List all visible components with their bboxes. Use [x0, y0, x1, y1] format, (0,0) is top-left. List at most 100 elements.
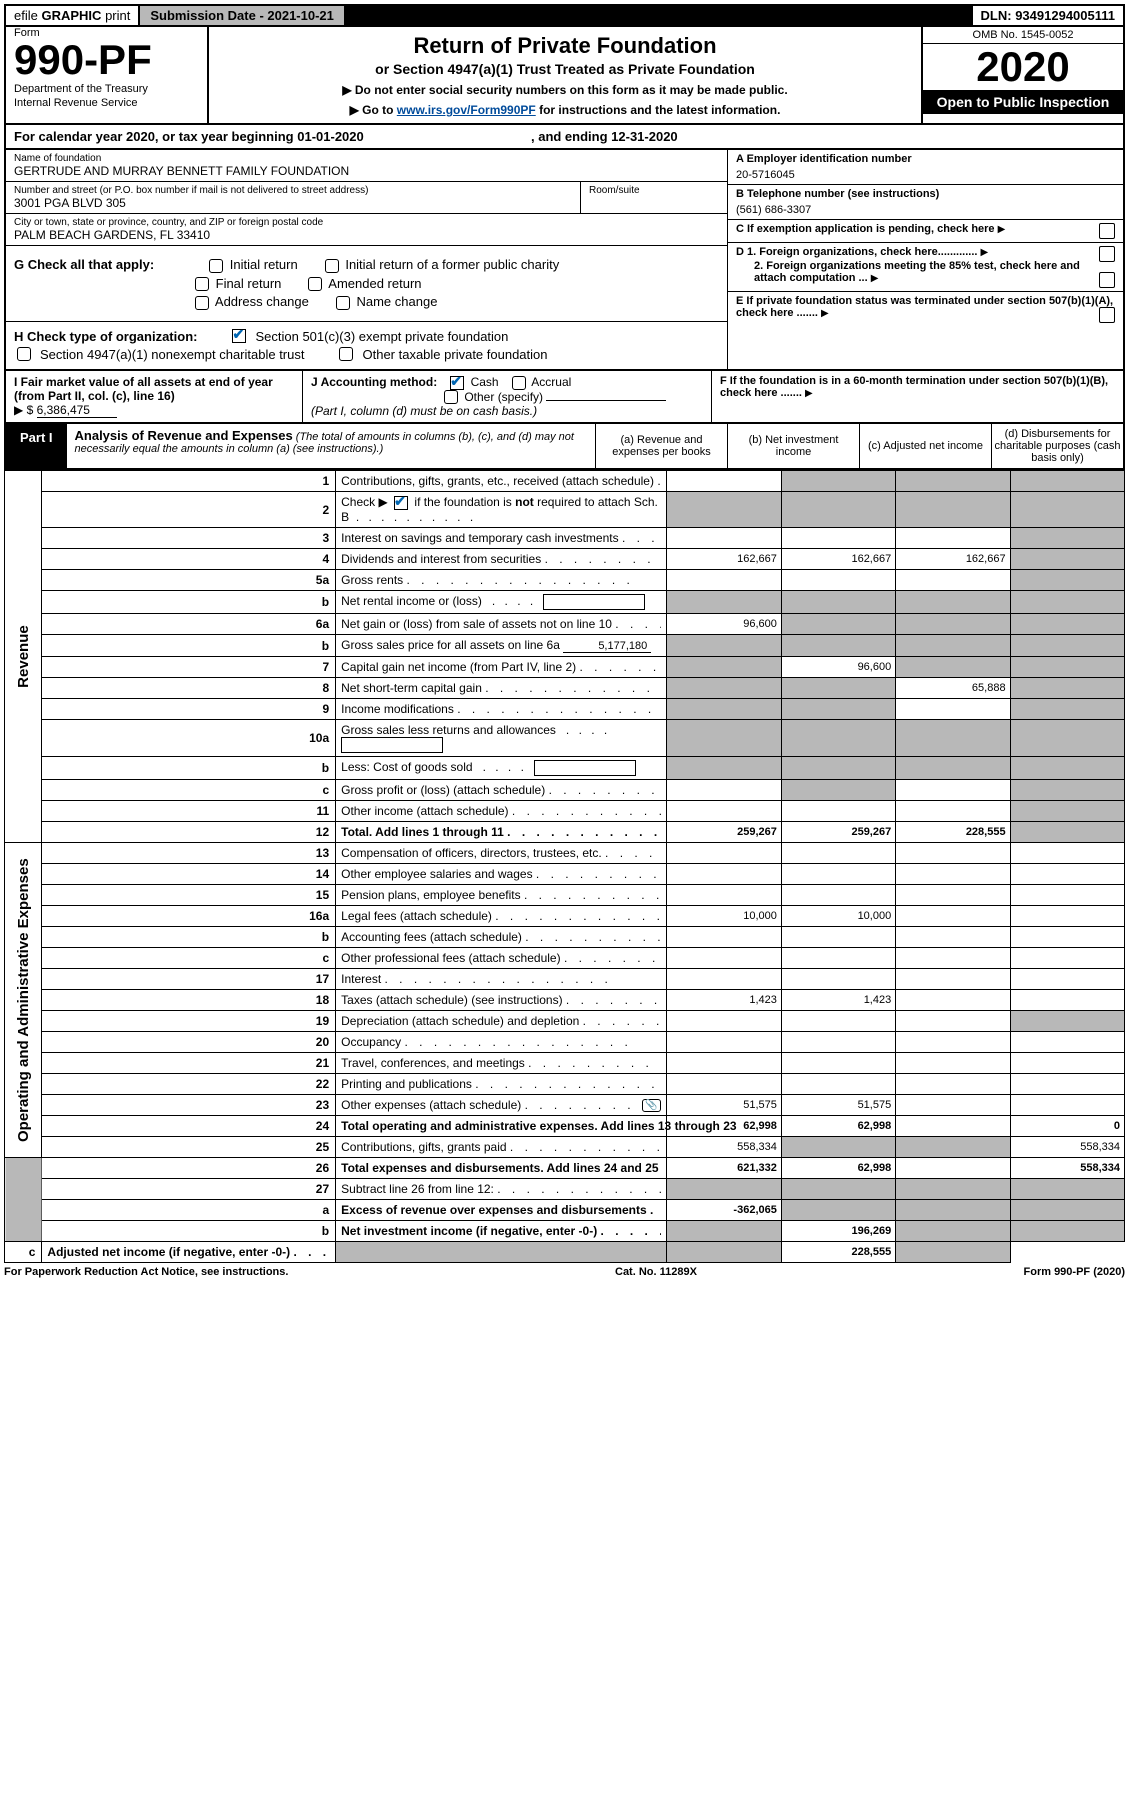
- value-cell-d: [1010, 885, 1124, 906]
- table-row: cOther professional fees (attach schedul…: [5, 948, 1125, 969]
- line-number: 4: [42, 549, 336, 570]
- name-label: Name of foundation: [14, 153, 719, 164]
- value-cell-b: [781, 720, 895, 757]
- value-cell-d: [1010, 657, 1124, 678]
- value-cell-c: [896, 1116, 1010, 1137]
- dln: DLN: 93491294005111: [973, 6, 1123, 25]
- value-cell-d: 558,334: [1010, 1158, 1124, 1179]
- value-cell-d: [1010, 678, 1124, 699]
- line-number: 16a: [42, 906, 336, 927]
- line-description: Adjusted net income (if negative, enter …: [42, 1242, 336, 1263]
- checkbox-icon[interactable]: [1099, 272, 1115, 288]
- line-description: Net gain or (loss) from sale of assets n…: [336, 614, 666, 635]
- line-description: Depreciation (attach schedule) and deple…: [336, 1011, 666, 1032]
- line-description: Gross profit or (loss) (attach schedule)…: [336, 780, 666, 801]
- form-header: Form 990-PF Department of the Treasury I…: [4, 27, 1125, 125]
- line-description: Other employee salaries and wages . . . …: [336, 864, 666, 885]
- g-label: G Check all that apply:: [14, 257, 154, 272]
- h-4947: Section 4947(a)(1) nonexempt charitable …: [40, 347, 304, 362]
- table-row: 21Travel, conferences, and meetings . . …: [5, 1053, 1125, 1074]
- value-cell-b: [781, 1032, 895, 1053]
- value-cell-d: [1010, 614, 1124, 635]
- g-amended: Amended return: [305, 276, 421, 292]
- form990pf-link[interactable]: www.irs.gov/Form990PF: [397, 103, 536, 117]
- value-cell-c: [896, 570, 1010, 591]
- header-left: Form 990-PF Department of the Treasury I…: [6, 27, 209, 123]
- checkbox-icon[interactable]: [17, 347, 31, 361]
- part1-title-cell: Analysis of Revenue and Expenses (The to…: [67, 424, 595, 468]
- h-other: Other taxable private foundation: [362, 347, 547, 362]
- value-cell-d: [1010, 549, 1124, 570]
- value-cell-b: [781, 969, 895, 990]
- table-row: cGross profit or (loss) (attach schedule…: [5, 780, 1125, 801]
- value-cell-a: [666, 1011, 781, 1032]
- checkbox-icon[interactable]: [1099, 307, 1115, 323]
- cal-begin: 01-01-2020: [297, 129, 364, 144]
- f-label: F If the foundation is in a 60-month ter…: [720, 375, 1108, 399]
- checkbox-checked-icon[interactable]: [450, 376, 464, 390]
- value-cell-a: [666, 657, 781, 678]
- table-row: 5aGross rents . . . . . . . . . . . . . …: [5, 570, 1125, 591]
- value-cell-b: [781, 780, 895, 801]
- checkbox-checked-icon[interactable]: [232, 329, 246, 343]
- checkbox-icon[interactable]: [444, 390, 458, 404]
- line-description: Capital gain net income (from Part IV, l…: [336, 657, 666, 678]
- value-cell-d: [1010, 948, 1124, 969]
- table-row: 27Subtract line 26 from line 12: . . . .…: [5, 1179, 1125, 1200]
- checkbox-icon[interactable]: [195, 277, 209, 291]
- line-number: b: [42, 591, 336, 614]
- value-cell-d: [1010, 757, 1124, 780]
- value-cell-d: [1010, 1221, 1124, 1242]
- value-cell-b: [781, 678, 895, 699]
- checkbox-icon[interactable]: [209, 259, 223, 273]
- line-description: Income modifications . . . . . . . . . .…: [336, 699, 666, 720]
- value-cell-c: [896, 591, 1010, 614]
- value-cell-c: [896, 864, 1010, 885]
- checkbox-icon[interactable]: [336, 296, 350, 310]
- value-cell-d: [1010, 528, 1124, 549]
- checkbox-icon[interactable]: [339, 347, 353, 361]
- value-cell-b: [781, 591, 895, 614]
- value-cell-a: [666, 1053, 781, 1074]
- value-cell-c: [896, 885, 1010, 906]
- value-cell-a: [666, 948, 781, 969]
- identification-block: Name of foundation GERTRUDE AND MURRAY B…: [4, 150, 1125, 371]
- line-number: 20: [42, 1032, 336, 1053]
- table-row: bNet investment income (if negative, ent…: [5, 1221, 1125, 1242]
- value-cell-c: [896, 927, 1010, 948]
- value-cell-a: [666, 591, 781, 614]
- value-cell-a: 10,000: [666, 906, 781, 927]
- ein-cell: A Employer identification number 20-5716…: [728, 150, 1123, 185]
- attachment-icon[interactable]: 📎: [642, 1099, 660, 1112]
- value-cell-b: [781, 614, 895, 635]
- checkbox-icon[interactable]: [325, 259, 339, 273]
- form-title: Return of Private Foundation: [219, 33, 911, 59]
- g-final-return: Final return: [192, 276, 281, 292]
- value-cell-d: [1010, 801, 1124, 822]
- value-cell-a: 259,267: [666, 822, 781, 843]
- value-cell-b: 51,575: [781, 1095, 895, 1116]
- address-row: Number and street (or P.O. box number if…: [6, 182, 727, 214]
- d1-label: D 1. Foreign organizations, check here..…: [736, 246, 977, 258]
- checkbox-icon[interactable]: [195, 296, 209, 310]
- value-cell-b: [781, 864, 895, 885]
- value-cell-b: [781, 1179, 895, 1200]
- table-row: aExcess of revenue over expenses and dis…: [5, 1200, 1125, 1221]
- checkbox-icon[interactable]: [1099, 246, 1115, 262]
- line-number: c: [42, 948, 336, 969]
- checkbox-checked-icon[interactable]: [394, 496, 408, 510]
- value-cell-d: [1010, 1179, 1124, 1200]
- value-cell-d: [1010, 591, 1124, 614]
- table-row: bAccounting fees (attach schedule) . . .…: [5, 927, 1125, 948]
- value-cell-c: [896, 1221, 1010, 1242]
- checkbox-icon[interactable]: [1099, 223, 1115, 239]
- open-to-public: Open to Public Inspection: [923, 90, 1123, 114]
- checkbox-icon[interactable]: [308, 277, 322, 291]
- table-row: bGross sales price for all assets on lin…: [5, 635, 1125, 657]
- checkbox-icon[interactable]: [512, 376, 526, 390]
- part1-header: Part I Analysis of Revenue and Expenses …: [4, 424, 1125, 470]
- value-cell-a: [666, 492, 781, 528]
- table-row: Operating and Administrative Expenses13C…: [5, 843, 1125, 864]
- value-cell-a: [666, 528, 781, 549]
- value-cell-a: [666, 801, 781, 822]
